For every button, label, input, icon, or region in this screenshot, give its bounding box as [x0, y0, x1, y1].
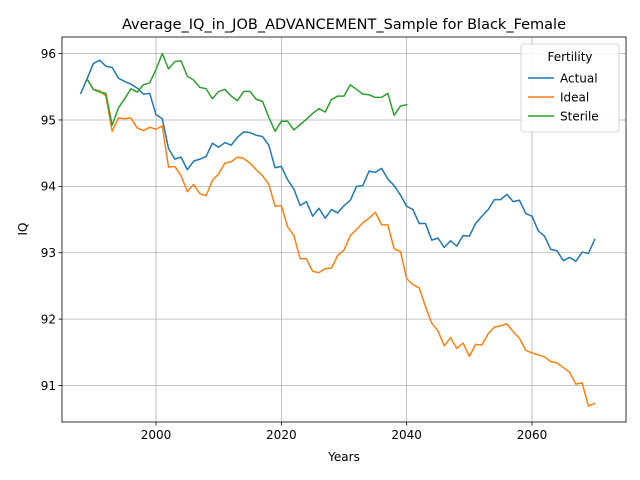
series-line-actual	[79, 59, 596, 263]
legend-label-actual: Actual	[560, 71, 598, 85]
y-axis-label: IQ	[16, 223, 30, 236]
y-tick-label: 95	[41, 113, 56, 127]
y-tick-label: 91	[41, 379, 56, 393]
x-tick-label: 2020	[266, 428, 297, 442]
y-tick-label: 96	[41, 47, 56, 61]
legend-box	[520, 43, 620, 133]
series-line-sterile	[86, 52, 408, 133]
series-line-ideal	[86, 77, 596, 407]
legend-title: Fertility	[547, 50, 592, 64]
x-tick-label: 2000	[141, 428, 172, 442]
x-tick-label: 2040	[391, 428, 422, 442]
series-layer	[79, 52, 596, 407]
y-tick-label: 94	[41, 180, 56, 194]
legend: Fertility Actual Ideal Sterile	[520, 43, 620, 133]
chart-title: Average_IQ_in_JOB_ADVANCEMENT_Sample for…	[122, 17, 566, 33]
y-tick-label: 92	[41, 312, 56, 326]
legend-label-sterile: Sterile	[560, 109, 599, 123]
y-tick-label: 93	[41, 246, 56, 260]
x-tick-label: 2060	[517, 428, 548, 442]
x-axis-label: Years	[327, 450, 360, 464]
y-axis-ticks: 91 92 93 94 95 96	[41, 47, 62, 393]
legend-label-ideal: Ideal	[560, 90, 589, 104]
plot-frame	[61, 36, 627, 423]
x-axis-ticks: 2000 2020 2040 2060	[141, 422, 548, 442]
